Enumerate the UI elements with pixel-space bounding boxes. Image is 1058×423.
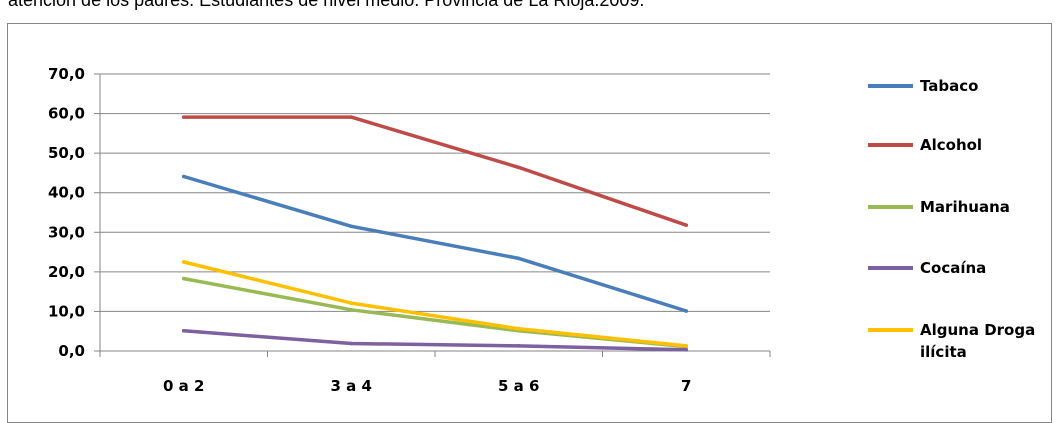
data-point-tabaco: [684, 309, 689, 313]
x-tick-label: 0 a 2: [163, 377, 204, 395]
x-tick-label: 7: [681, 377, 691, 395]
x-axis: 0 a 2 3 a 4 5 a 6 7: [99, 350, 771, 395]
y-tick-label: 10,0: [48, 302, 85, 320]
data-point-alguna-droga-ilicita: [181, 260, 186, 264]
data-point-alguna-droga-ilicita: [516, 327, 521, 331]
data-point-alcohol: [181, 115, 186, 119]
series-lines: [181, 115, 689, 352]
legend-label: Alguna Droga: [920, 321, 1035, 339]
data-point-alguna-droga-ilicita: [349, 301, 354, 305]
data-point-tabaco: [349, 224, 354, 229]
legend-label: Cocaína: [920, 259, 986, 277]
y-tick-label: 0,0: [58, 342, 85, 360]
data-point-cocaina: [516, 344, 521, 348]
legend-label: Alcohol: [920, 136, 982, 154]
data-point-alcohol: [684, 223, 689, 227]
y-tick-label: 30,0: [48, 223, 85, 241]
y-tick-label: 50,0: [48, 144, 85, 162]
y-tick-label: 20,0: [48, 263, 85, 281]
data-point-alcohol: [516, 165, 521, 170]
data-point-marihuana: [349, 308, 354, 312]
data-point-marihuana: [181, 276, 186, 281]
series-line-alcohol: [182, 115, 689, 227]
series-line-cocaina: [182, 329, 689, 352]
y-tick-label: 60,0: [48, 105, 85, 123]
data-point-tabaco: [516, 256, 521, 261]
chart-caption: atención de los padres. Estudiantes de n…: [8, 0, 645, 10]
legend-label: Tabaco: [920, 77, 978, 95]
series-line-tabaco: [182, 174, 689, 313]
x-tick-label: 3 a 4: [331, 377, 372, 395]
data-point-alcohol: [349, 115, 354, 119]
legend-label: ilícita: [920, 343, 967, 361]
data-point-tabaco: [181, 174, 186, 179]
legend-label: Marihuana: [920, 198, 1010, 216]
gridlines: [100, 73, 770, 312]
chart-frame: [7, 23, 1052, 423]
data-point-alguna-droga-ilicita: [684, 344, 689, 348]
series-line-alguna-droga-ilicita: [182, 260, 689, 348]
data-point-cocaina: [349, 341, 354, 346]
x-tick-label: 5 a 6: [498, 377, 539, 395]
y-tick-label: 40,0: [48, 184, 85, 202]
data-point-cocaina: [684, 348, 689, 352]
line-chart: 0,0 10,0 20,0 30,0 40,0 50,0 60,0 70,0 0 a 2 3 a…: [48, 65, 1035, 395]
y-tick-label: 70,0: [48, 65, 85, 83]
legend: Tabaco Alcohol Marihuana Cocaína Alguna Drog…: [868, 77, 1035, 361]
y-axis: 0,0 10,0 20,0 30,0 40,0 50,0 60,0 70,0: [48, 65, 101, 360]
data-point-cocaina: [181, 329, 186, 333]
